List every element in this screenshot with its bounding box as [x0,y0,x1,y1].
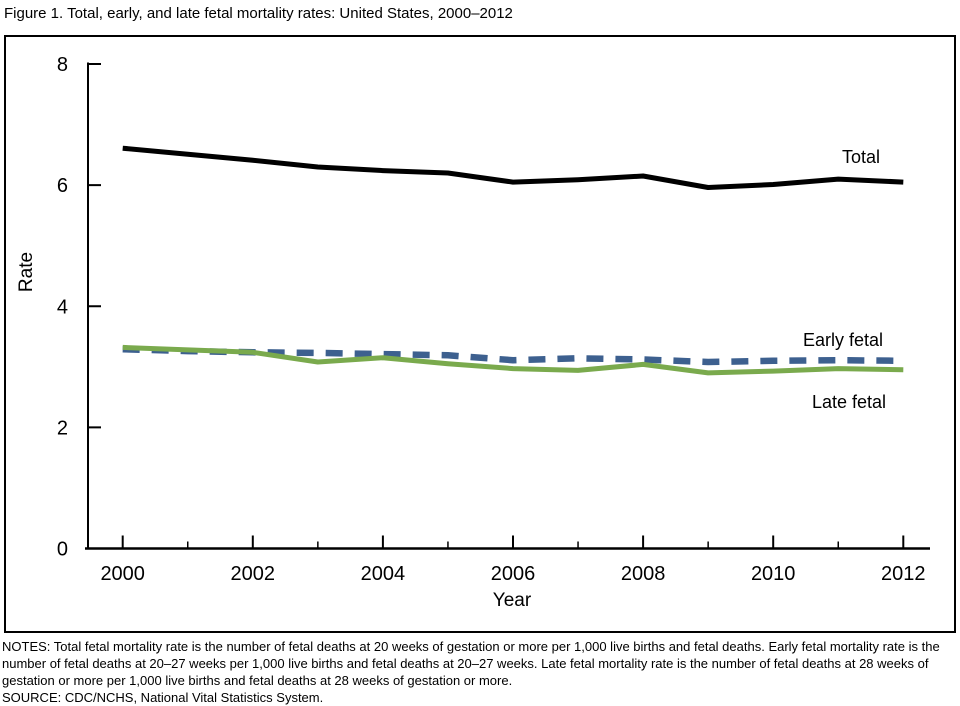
x-tick-label: 2008 [621,563,666,585]
x-tick-label: 2010 [751,563,796,585]
series-label-total: Total [842,147,880,167]
y-tick-label: 2 [57,417,68,439]
chart-area: 0 2 4 6 8 2000 2002 2004 2006 2008 2010 2012 Rate Y… [4,35,956,633]
x-tick-label: 2002 [231,563,276,585]
axes: 0 2 4 6 8 2000 2002 2004 2006 2008 2010 2012 [57,54,930,585]
x-tick-label: 2012 [881,563,926,585]
x-tick-label: 2004 [361,563,406,585]
series-line-total [122,145,904,190]
y-axis-label: Rate [16,252,37,292]
figure-title: Figure 1. Total, early, and late fetal m… [4,5,513,22]
x-axis-label: Year [493,590,532,611]
x-tick-label: 2006 [491,563,536,585]
y-tick-label: 6 [57,175,68,197]
y-tick-label: 0 [57,539,68,561]
y-tick-label: 4 [57,296,68,318]
chart-svg: 0 2 4 6 8 2000 2002 2004 2006 2008 2010 2012 Rate Y… [16,54,930,611]
series-lines [122,145,904,376]
x-tick-label: 2000 [100,563,145,585]
notes-text: NOTES: Total fetal mortality rate is the… [2,639,940,688]
series-label-early-fetal: Early fetal [803,330,883,350]
footnotes: NOTES: Total fetal mortality rate is the… [2,638,958,706]
y-tick-label: 8 [57,54,68,76]
series-label-late-fetal: Late fetal [812,392,886,412]
series-line-late-fetal [122,344,904,376]
source-text: SOURCE: CDC/NCHS, National Vital Statist… [2,690,324,705]
